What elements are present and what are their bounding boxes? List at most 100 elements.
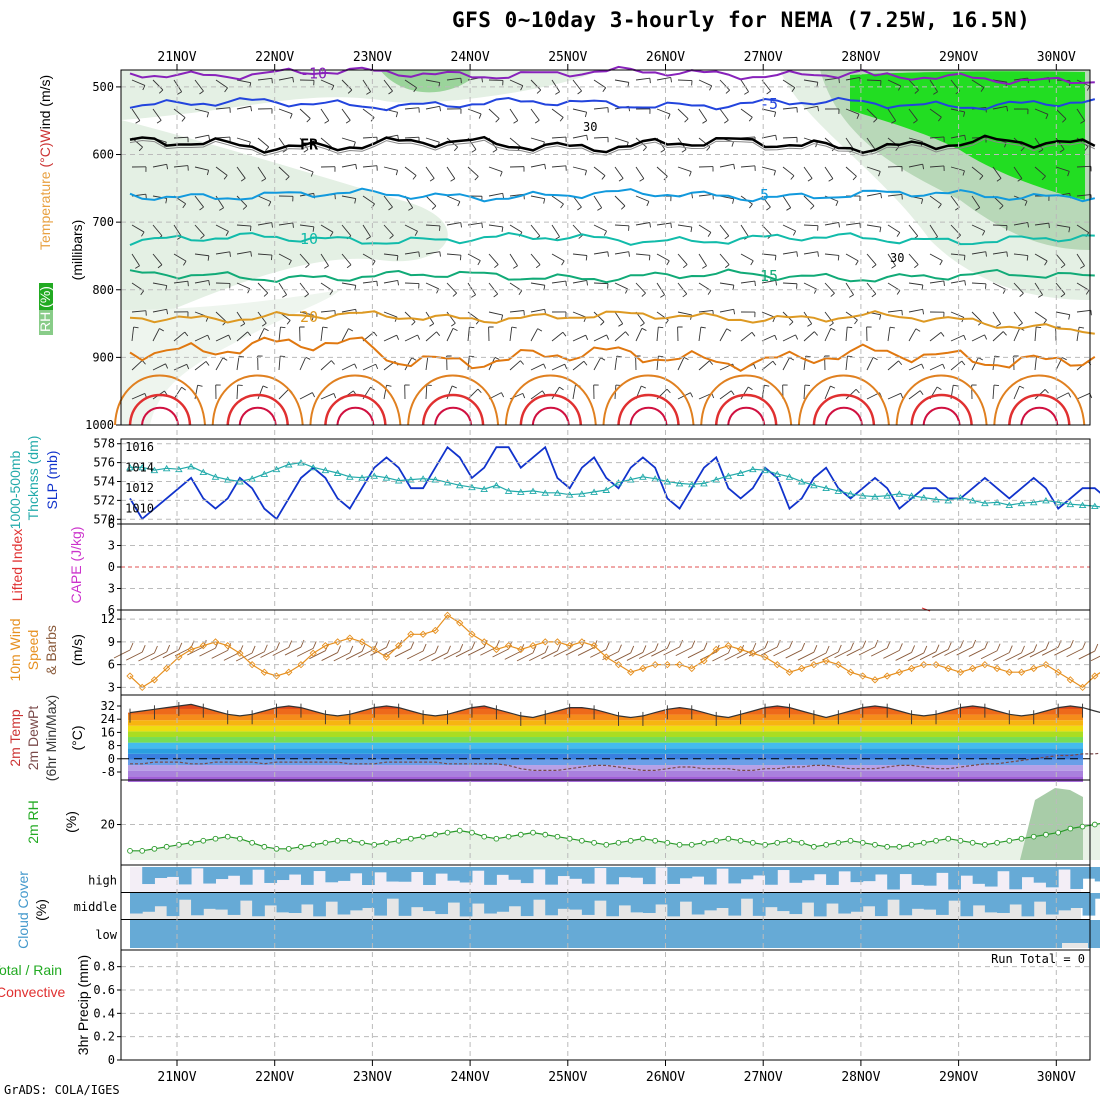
dewpoint-line [130,752,1100,772]
upper-y-label: 500 [92,80,114,94]
rh-point [725,835,732,842]
rh-point [945,835,952,842]
rh-point [273,845,280,852]
wind-speed-point [321,642,330,650]
surface-temperature-loop [504,374,597,426]
thickness-point [687,480,696,488]
rh-point [847,837,854,844]
rh-point [908,841,915,848]
isotherm-label: 20 [300,308,318,326]
surface-temperature-loop [421,393,485,426]
bottom-date-label: 30NOV [1037,1070,1076,1085]
rh-point [640,835,646,842]
cloud-ylabel-units: (%) [33,899,49,921]
wind-speed-point [480,638,488,646]
panel-frame [120,69,1091,426]
wind-speed-point [846,668,855,676]
thickness-point [223,476,232,483]
rh-high-region-east [850,71,1085,200]
surface-temperature-loop [434,406,473,426]
thickness-point [590,488,598,495]
wind-speed-point [468,630,476,638]
slp-axis-labels: 1016 1014 1012 1010 [125,440,154,515]
temp-y-label: 0 [108,752,115,766]
rh-point [249,839,255,846]
grads-credit: GrADS: COLA/IGES [4,1083,120,1097]
wind-ylabel: 10m Wind [7,618,23,681]
top-date-label: 26NOV [646,50,685,65]
wind-speed-point [614,661,623,669]
wind-speed-point [456,619,464,627]
surface-temperature-loop [714,393,778,426]
wind-speed-point [700,657,708,665]
rh-point [884,843,891,850]
thickness-point [1017,499,1026,507]
wind-speed-point [211,638,220,646]
thickness-point [614,479,623,486]
wind-speed-point [126,672,134,680]
wind-speed-point [529,642,537,650]
rh-point [432,831,439,838]
bottom-date-label: 27NOV [744,1070,783,1085]
rh-point [298,843,304,850]
surface-temperature-loop [617,393,680,426]
thickness-point [394,477,403,484]
temperature-color-band [128,725,1083,732]
panel-frame [120,949,1091,1061]
surface-temperature-loop [1020,406,1059,426]
thickness-point [455,481,464,489]
temperature-color-band [128,776,1083,782]
rh-point [566,835,573,842]
wind-speed-point [1017,668,1026,676]
bottom-date-label: 21NOV [157,1070,196,1085]
wind-speed-point [749,649,757,657]
bottom-date-label: 25NOV [548,1070,587,1085]
rh-point [823,841,829,848]
thickness-point [773,470,782,477]
rh-point [627,837,634,844]
surface-temperature-loop [895,374,988,426]
rh-point [688,841,695,848]
surface-temperature-loop [629,406,668,426]
precip-ylabel-convective: Convective [0,984,65,1000]
wind-speed-point [1005,668,1013,676]
temp-y-label: 16 [101,725,115,739]
rh-point [554,833,561,840]
surface-temperature-loop [812,393,876,426]
thickness-point [150,466,159,474]
surface-temperature-loop [519,393,583,426]
isotherm-line [129,134,1096,154]
wind-speed-point [651,661,659,669]
wind-speed-point [333,638,342,646]
surface-temperature-loop [824,406,863,426]
rh-point [542,831,549,838]
top-date-label: 29NOV [939,50,978,65]
rh-point [1079,823,1086,830]
wind-speed-point [956,668,965,676]
cape-y-label: 6 [108,517,115,531]
rh-point [994,839,1000,846]
precip-y-label: 0.4 [93,1006,115,1020]
rh-point [505,833,512,840]
rh-point [237,835,243,842]
bottom-date-label: 29NOV [939,1070,978,1085]
rh-point [188,839,194,846]
upper-y-label: 700 [92,215,114,229]
thickness-point [981,499,989,507]
thickness-point [346,473,354,480]
rh-light-region-west [121,120,448,330]
temp-y-label: -8 [101,765,115,779]
thickness-point [541,489,550,496]
cloud-level-label: middle [74,900,117,914]
slp-ylabel: SLP (mb) [44,451,60,510]
wind-speed-point [419,630,427,638]
rh-point [1006,837,1013,844]
wind-speed-point [895,668,904,676]
wind-speed-point [492,645,501,654]
rh-point [859,839,866,846]
temp-y-label: 24 [101,712,115,726]
thickness-point [1042,497,1050,504]
temperature-color-band [128,753,1083,760]
thickness-point [419,475,427,482]
thickness-y-label: 574 [93,475,115,489]
